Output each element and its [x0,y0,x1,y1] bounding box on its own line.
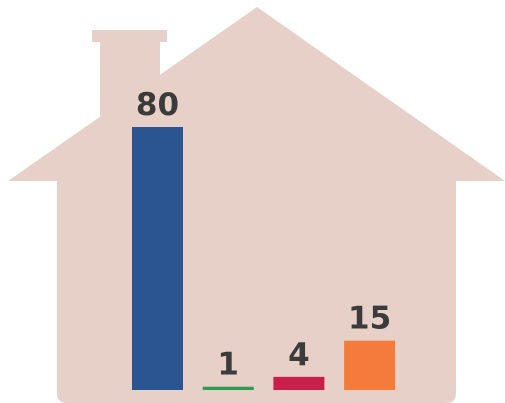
bar [273,377,324,390]
house [8,7,505,403]
bar [132,127,183,390]
value-label: 4 [288,337,310,373]
bar [344,341,395,390]
value-label: 80 [136,87,179,123]
value-label: 1 [217,347,239,383]
house-background [8,7,505,403]
chart: 80 1 4 15 [0,0,505,403]
bar [203,387,254,390]
value-label: 15 [348,301,391,337]
chimney-cap [92,30,167,42]
